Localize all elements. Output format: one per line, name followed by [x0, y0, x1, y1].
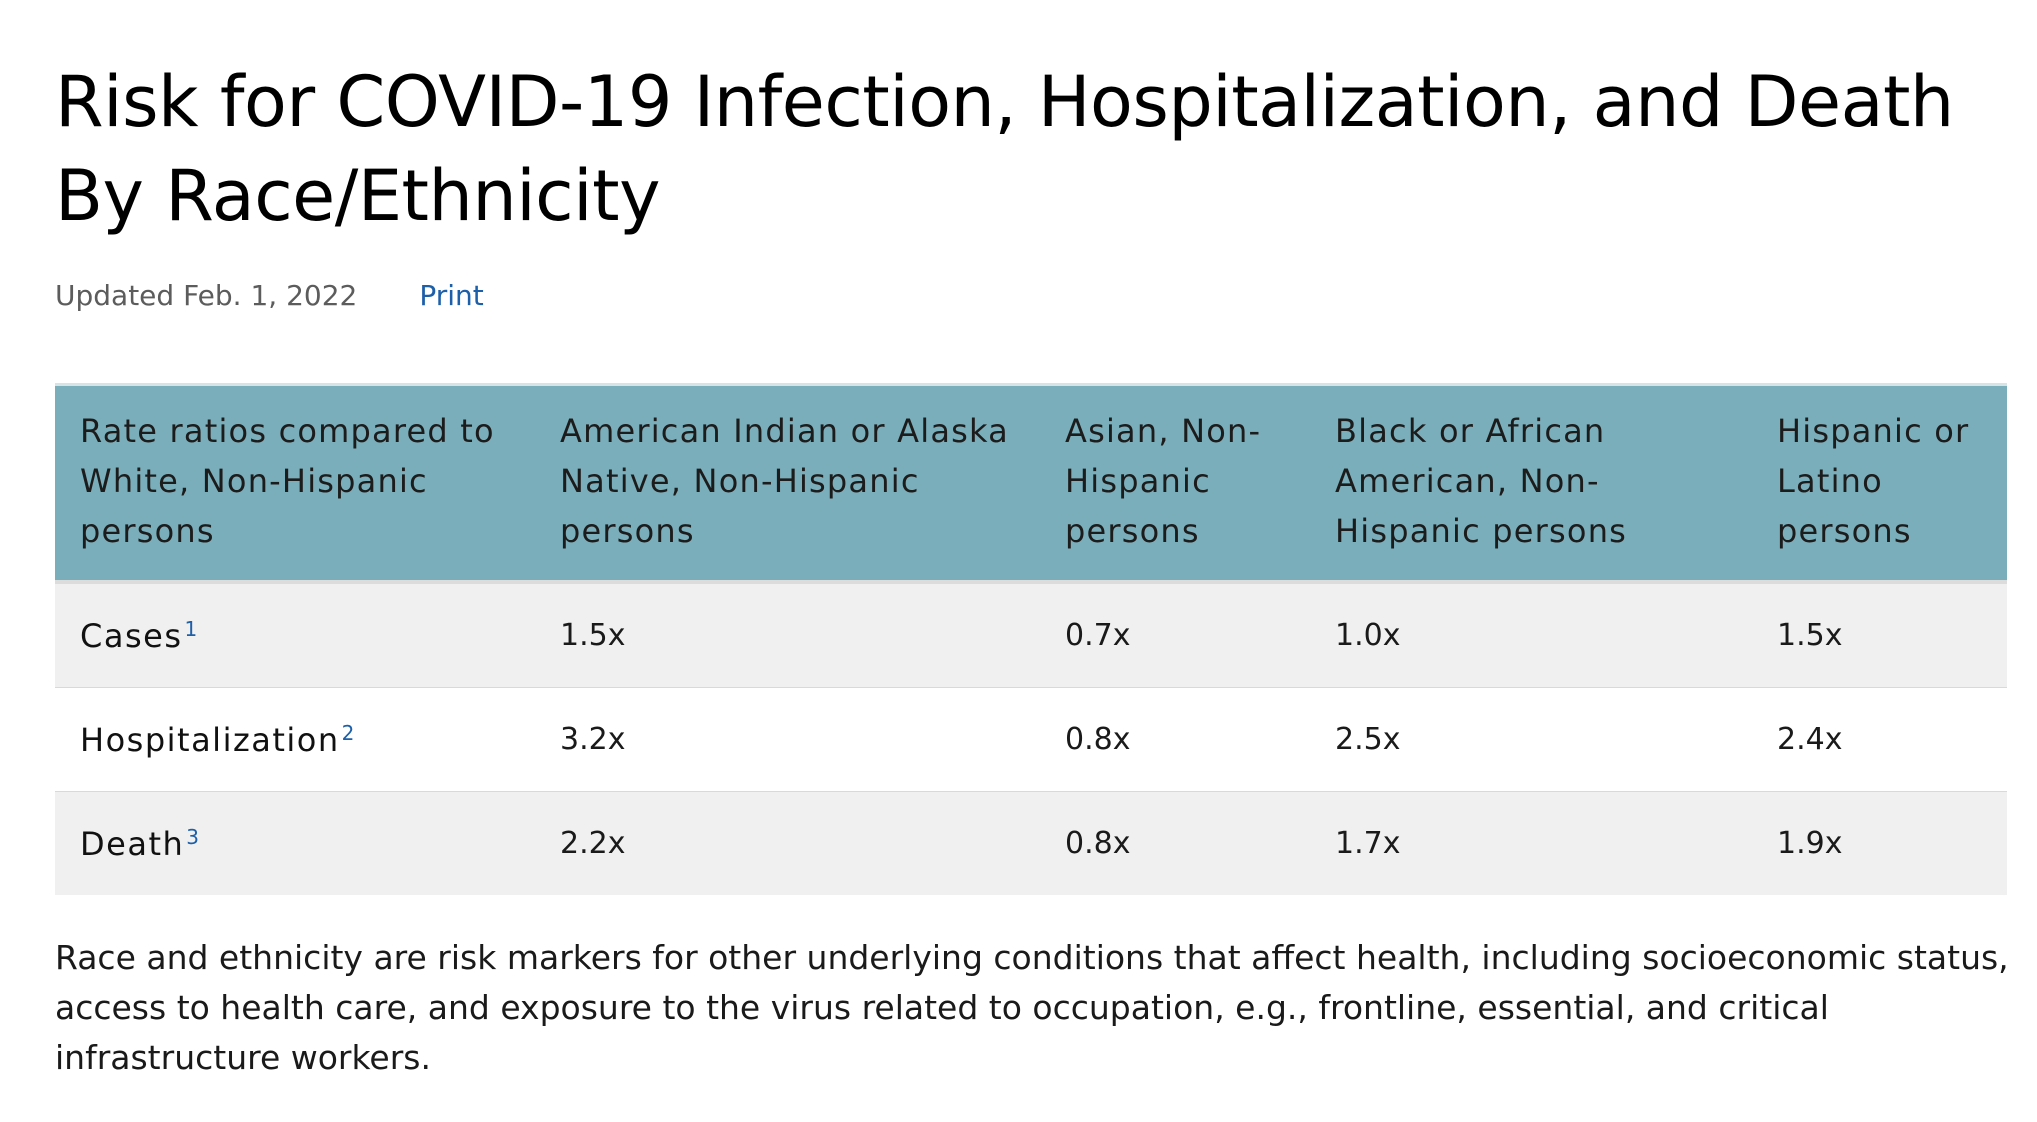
row-label-hospitalization: Hospitalization — [80, 720, 340, 759]
table-cell: 2.2x — [535, 791, 1040, 895]
column-header-asian: Asian, Non-Hispanic persons — [1040, 383, 1310, 582]
meta-row: Updated Feb. 1, 2022 Print — [55, 275, 2007, 315]
table-row-hospitalization: Hospitalization 2 3.2x 0.8x 2.5x 2.4x — [55, 687, 2007, 792]
page-title: Risk for COVID-19 Infection, Hospitaliza… — [55, 61, 1954, 237]
rate-ratio-table: Rate ratios compared to White, Non-Hispa… — [55, 383, 2007, 895]
table-cell: 0.8x — [1040, 791, 1310, 895]
row-label-cell: Cases 1 — [55, 580, 535, 688]
rate-ratio-table-wrapper: Rate ratios compared to White, Non-Hispa… — [55, 383, 2007, 895]
table-cell: 3.2x — [535, 687, 1040, 792]
footnote-link-3[interactable]: 3 — [186, 824, 199, 849]
table-row-death: Death 3 2.2x 0.8x 1.7x 1.9x — [55, 791, 2007, 895]
column-header-hispanic: Hispanic or Latino persons — [1752, 383, 2007, 582]
column-header-american-indian: American Indian or Alaska Native, Non-Hi… — [535, 383, 1040, 582]
table-cell: 2.5x — [1310, 687, 1752, 792]
table-cell: 1.7x — [1310, 791, 1752, 895]
table-cell: 1.5x — [535, 580, 1040, 688]
print-link[interactable]: Print — [419, 278, 484, 312]
row-label-cell: Death 3 — [55, 791, 535, 895]
column-header-comparison: Rate ratios compared to White, Non-Hispa… — [55, 383, 535, 582]
table-header: Rate ratios compared to White, Non-Hispa… — [55, 383, 2007, 582]
table-row-cases: Cases 1 1.5x 0.7x 1.0x 1.5x — [55, 580, 2007, 688]
table-cell: 1.9x — [1752, 791, 2007, 895]
footnote-link-1[interactable]: 1 — [184, 616, 198, 641]
risk-marker-note: Race and ethnicity are risk markers for … — [55, 938, 2009, 1077]
table-cell: 2.4x — [1752, 687, 2007, 792]
row-label-cell: Hospitalization 2 — [55, 687, 535, 792]
table-cell: 1.5x — [1752, 580, 2007, 688]
footnote-link-2[interactable]: 2 — [341, 720, 355, 745]
row-label-cases: Cases — [80, 616, 183, 655]
column-header-black: Black or African American, Non-Hispanic … — [1310, 383, 1752, 582]
table-cell: 0.8x — [1040, 687, 1310, 792]
row-label-death: Death — [80, 824, 185, 863]
updated-date: Updated Feb. 1, 2022 — [55, 278, 358, 312]
table-body: Cases 1 1.5x 0.7x 1.0x 1.5x Hospitalizati… — [55, 580, 2007, 895]
table-cell: 0.7x — [1040, 580, 1310, 688]
table-cell: 1.0x — [1310, 580, 1752, 688]
table-header-row: Rate ratios compared to White, Non-Hispa… — [55, 383, 2007, 582]
